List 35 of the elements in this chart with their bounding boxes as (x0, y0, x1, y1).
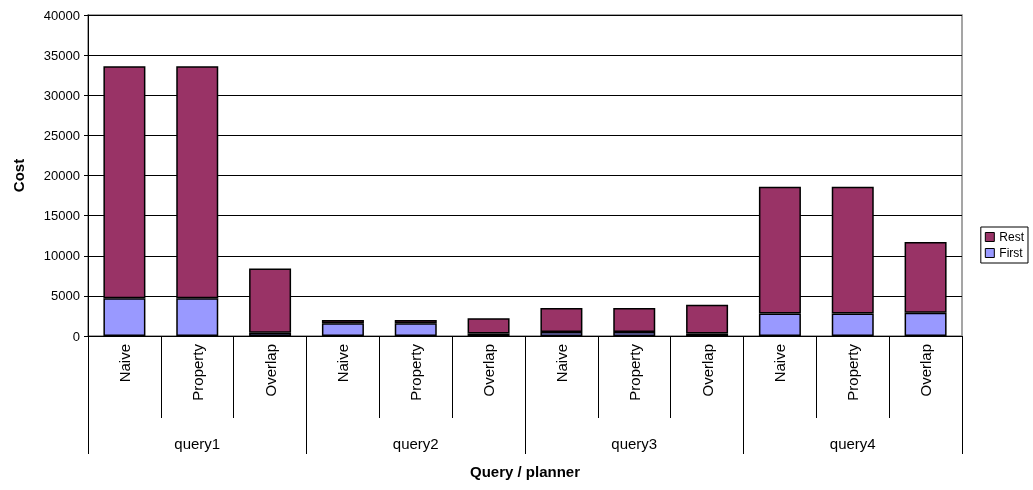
text: query2 (392, 435, 439, 452)
x-tick-label: Property (188, 343, 206, 401)
y-tick-label: 10000 (43, 248, 80, 264)
legend-label: First (999, 246, 1024, 260)
y-tick-label: 25000 (43, 127, 80, 143)
y-tick-label: 15000 (43, 208, 80, 224)
x-tick-label: Naive (115, 344, 133, 383)
y-axis-title: Cost (10, 158, 27, 193)
y-tick-label: 20000 (43, 168, 80, 183)
bar (686, 304, 729, 334)
x-tick-label: Overlap (480, 344, 498, 397)
x-tick-label: Property (625, 343, 643, 401)
text: query1 (174, 435, 221, 452)
y-tick-label: 40000 (43, 7, 80, 23)
x-tick-label: Overlap (917, 344, 935, 397)
x-tick-label: Naive (552, 344, 570, 383)
bar (394, 323, 437, 336)
bar (540, 307, 583, 332)
bar (467, 318, 510, 334)
y-tick-label: 35000 (43, 47, 80, 63)
text: query4 (829, 435, 876, 452)
y-tick-label: 5000 (51, 288, 80, 304)
y-tick-label: 30000 (43, 87, 80, 103)
x-tick-label: Naive (334, 344, 352, 383)
legend-label: Rest (999, 230, 1025, 244)
bar (613, 307, 656, 332)
x-tick-label: Overlap (698, 344, 716, 397)
x-tick-label: Overlap (261, 344, 279, 397)
y-tick-label: 0 (72, 328, 80, 344)
x-tick-label: Property (844, 343, 862, 401)
bar (321, 323, 364, 336)
x-axis-title: Query / planner (469, 463, 581, 480)
text: query3 (611, 435, 658, 452)
x-tick-label: Property (407, 343, 425, 401)
x-tick-label: Naive (771, 344, 789, 383)
